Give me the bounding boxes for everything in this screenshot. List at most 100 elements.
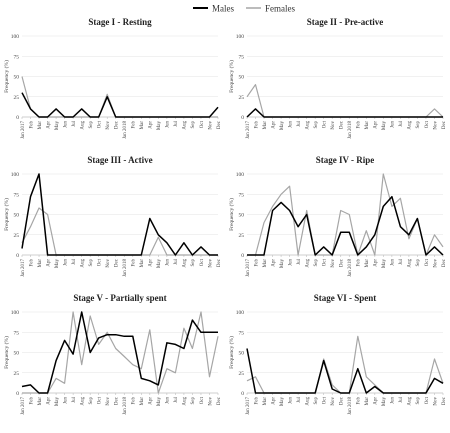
x-tick-label: Sep [89,121,94,129]
x-tick-label: Apr [46,121,51,129]
y-axis-label: Frequency (%) [228,60,235,93]
x-tick-label: Jan 2018 [123,397,128,415]
x-tick-label: May [382,121,387,131]
x-tick-label: Apr [374,121,379,129]
x-tick-label: Dec [340,258,345,267]
x-tick-label: Aug [305,121,310,130]
x-tick-label: Jan 2018 [348,259,353,277]
x-tick-label: May [382,397,387,407]
x-tick-label: Jul [72,120,77,126]
x-tick-label: Jun [63,397,68,404]
x-tick-label: Oct [200,258,205,266]
y-tick-label: 50 [239,351,245,357]
x-tick-label: Oct [97,258,102,266]
y-tick-label: 0 [241,253,244,259]
x-tick-label: Jan 2018 [348,397,353,415]
legend-item-females: Females [246,4,295,14]
x-tick-label: Feb [29,259,34,267]
y-tick-label: 25 [14,371,20,377]
x-tick-label: Dec [115,258,120,267]
x-tick-label: Sep [89,397,94,405]
x-tick-label: May [280,121,285,131]
y-tick-label: 25 [14,233,20,239]
x-tick-label: May [157,397,162,407]
x-tick-label: Oct [322,120,327,128]
x-tick-label: Sep [416,121,421,129]
x-tick-label: Nov [106,397,111,406]
x-tick-label: Mar [263,397,268,406]
x-tick-label: Mar [365,397,370,406]
y-tick-label: 100 [236,310,245,316]
chart-title: Stage II - Pre-active [307,17,384,27]
x-tick-label: Mar [38,397,43,406]
x-tick-label: Aug [183,259,188,268]
y-tick-label: 75 [14,330,20,336]
x-tick-label: Nov [331,397,336,406]
y-tick-label: 0 [241,391,244,397]
y-tick-label: 100 [236,34,245,40]
x-tick-label: Mar [365,121,370,130]
x-tick-label: Aug [80,259,85,268]
x-tick-label: Aug [80,397,85,406]
y-tick-label: 75 [239,54,245,60]
x-tick-label: Apr [271,397,276,405]
y-tick-label: 50 [14,351,20,357]
x-tick-label: Mar [140,121,145,130]
x-tick-label: Nov [331,259,336,268]
y-tick-label: 25 [239,233,245,239]
x-tick-label: Jan 2017 [246,259,251,277]
x-tick-label: Aug [183,121,188,130]
y-tick-label: 0 [241,115,244,121]
x-tick-label: Mar [140,259,145,268]
x-tick-label: May [280,259,285,269]
x-tick-label: Apr [374,259,379,267]
x-tick-label: Nov [331,121,336,130]
chart-title: Stage VI - Spent [314,293,377,303]
x-tick-label: Nov [208,259,213,268]
x-tick-label: Feb [29,397,34,405]
x-tick-label: Dec [217,120,222,129]
x-tick-label: Feb [254,121,259,129]
x-tick-label: Sep [314,397,319,405]
x-tick-label: Oct [97,396,102,404]
x-tick-label: Sep [314,121,319,129]
x-tick-label: Aug [305,397,310,406]
y-axis-label: Frequency (%) [3,336,10,369]
y-tick-label: 0 [16,391,19,397]
x-tick-label: Aug [408,121,413,130]
x-tick-label: Aug [183,397,188,406]
x-tick-label: Jan 2017 [246,121,251,139]
x-tick-label: Dec [340,396,345,405]
x-tick-label: Nov [433,121,438,130]
x-tick-label: Apr [149,259,154,267]
x-tick-label: Sep [416,259,421,267]
x-tick-label: Aug [408,397,413,406]
series-line-males [247,349,443,394]
x-tick-label: Dec [115,396,120,405]
x-tick-label: Aug [80,121,85,130]
y-tick-label: 25 [239,371,245,377]
x-tick-label: Feb [132,259,137,267]
x-tick-label: Jun [391,121,396,128]
x-tick-label: Jun [63,121,68,128]
x-tick-label: Oct [425,258,430,266]
x-tick-label: Mar [263,259,268,268]
x-tick-label: Jun [288,259,293,266]
chart-title: Stage IV - Ripe [316,155,375,165]
y-tick-label: 25 [239,95,245,101]
y-tick-label: 100 [11,34,20,40]
y-axis-label: Frequency (%) [3,60,10,93]
x-tick-label: Nov [106,259,111,268]
x-tick-label: Jul [399,258,404,264]
legend-label-males: Males [212,4,234,14]
y-tick-label: 50 [239,213,245,219]
x-tick-label: Jun [63,259,68,266]
x-tick-label: Jun [288,121,293,128]
